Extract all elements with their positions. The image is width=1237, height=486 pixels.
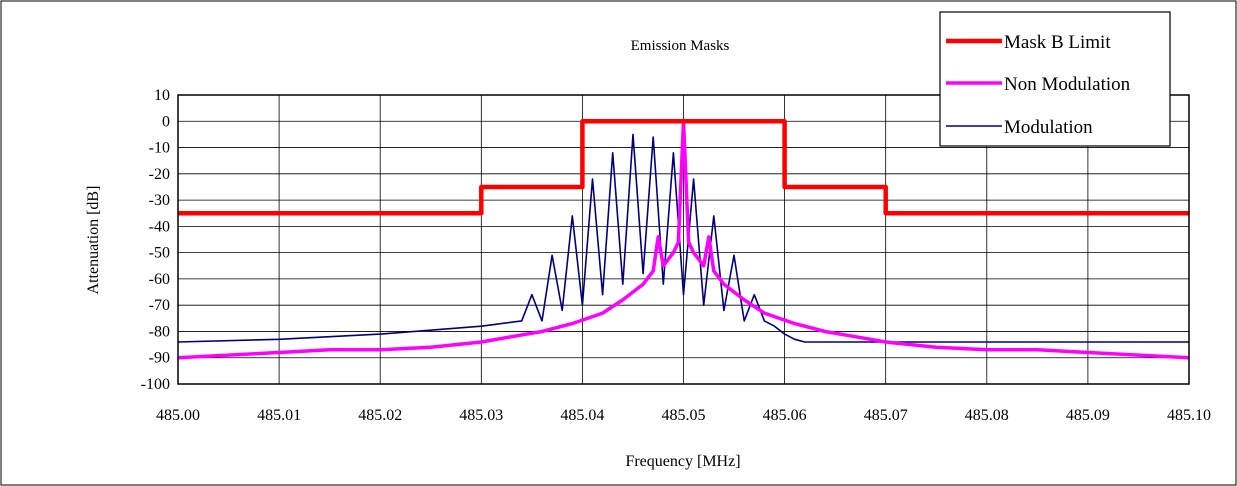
y-tick-label: -30: [149, 192, 170, 209]
chart-title: Emission Masks: [631, 38, 730, 54]
legend: Mask B Limit Non Modulation Modulation: [939, 11, 1171, 147]
x-tick-label: 485.07: [864, 407, 908, 424]
y-tick-label: -70: [149, 297, 170, 314]
x-tick-label: 485.02: [358, 407, 402, 424]
y-tick-label: 0: [162, 113, 170, 130]
x-tick-label: 485.05: [662, 407, 706, 424]
y-tick-label: -90: [149, 350, 170, 367]
series-line-modulation: [177, 133, 1189, 343]
tick-labels: 485.00 485.01 485.02 485.03 485.04 485.05 485.…: [141, 87, 1211, 424]
legend-label-mask-b-limit: Mask B Limit: [1004, 32, 1111, 53]
plot-area-border: [177, 94, 1190, 385]
series-line-mask-b-limit: [178, 119, 1189, 216]
x-tick-label: 485.08: [965, 407, 1009, 424]
legend-label-modulation: Modulation: [1004, 117, 1093, 138]
y-tick-label: -40: [149, 218, 170, 235]
y-tick-label: -50: [149, 245, 170, 262]
x-tick-label: 485.04: [560, 407, 604, 424]
y-tick-label: -60: [149, 271, 170, 288]
y-tick-label: -80: [149, 323, 170, 340]
x-tick-label: 485.00: [156, 407, 200, 424]
y-axis-title: Attenuation [dB]: [85, 186, 102, 295]
x-tick-label: 485.06: [763, 407, 807, 424]
x-tick-label: 485.10: [1167, 407, 1211, 424]
x-tick-label: 485.09: [1066, 407, 1110, 424]
y-tick-label: -100: [141, 376, 170, 393]
legend-label-non-modulation: Non Modulation: [1004, 74, 1131, 95]
y-tick-label: 10: [154, 87, 170, 104]
x-tick-label: 485.01: [257, 407, 301, 424]
x-tick-label: 485.03: [459, 407, 503, 424]
x-axis-title: Frequency [MHz]: [625, 453, 740, 470]
y-tick-label: -10: [149, 140, 170, 157]
y-tick-label: -20: [149, 166, 170, 183]
series-layer: [177, 119, 1190, 360]
legend-box: [939, 11, 1171, 147]
